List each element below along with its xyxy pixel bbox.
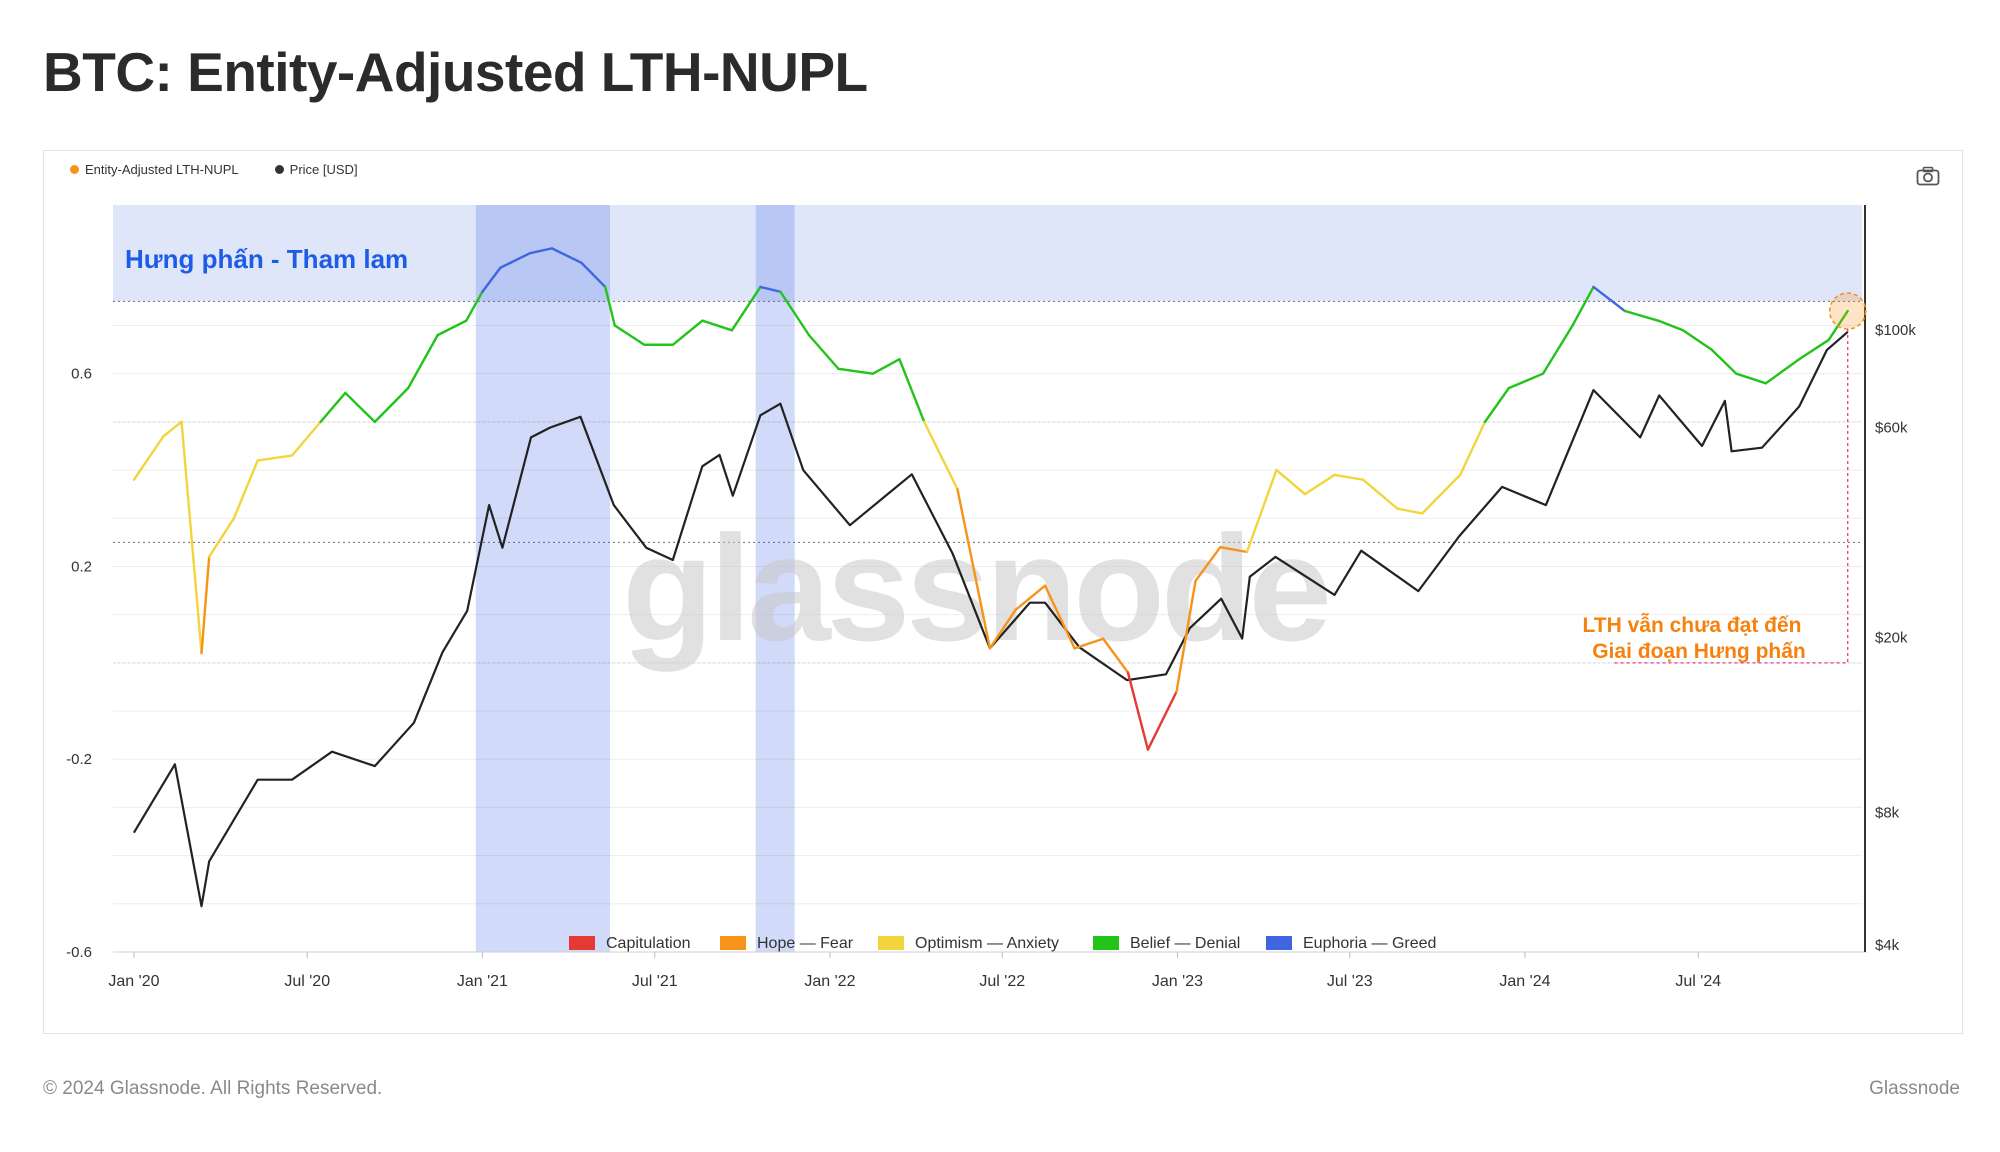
legend-label-price: Price [USD] — [289, 162, 358, 177]
copyright-text: © 2024 Glassnode. All Rights Reserved. — [43, 1078, 383, 1099]
camera-icon[interactable] — [1916, 166, 1940, 186]
legend-item-price[interactable]: Price [USD] — [274, 162, 358, 177]
page-title: BTC: Entity-Adjusted LTH-NUPL — [43, 41, 868, 103]
legend-dot-price — [274, 165, 284, 174]
legend-label-nupl: Entity-Adjusted LTH-NUPL — [85, 162, 239, 177]
legend-dot-nupl — [70, 165, 79, 174]
top-legend: Entity-Adjusted LTH-NUPL Price [USD] — [70, 162, 358, 177]
chart-panel — [43, 150, 1963, 1034]
legend-item-nupl[interactable]: Entity-Adjusted LTH-NUPL — [70, 162, 239, 177]
brand-text: Glassnode — [1869, 1078, 1960, 1099]
